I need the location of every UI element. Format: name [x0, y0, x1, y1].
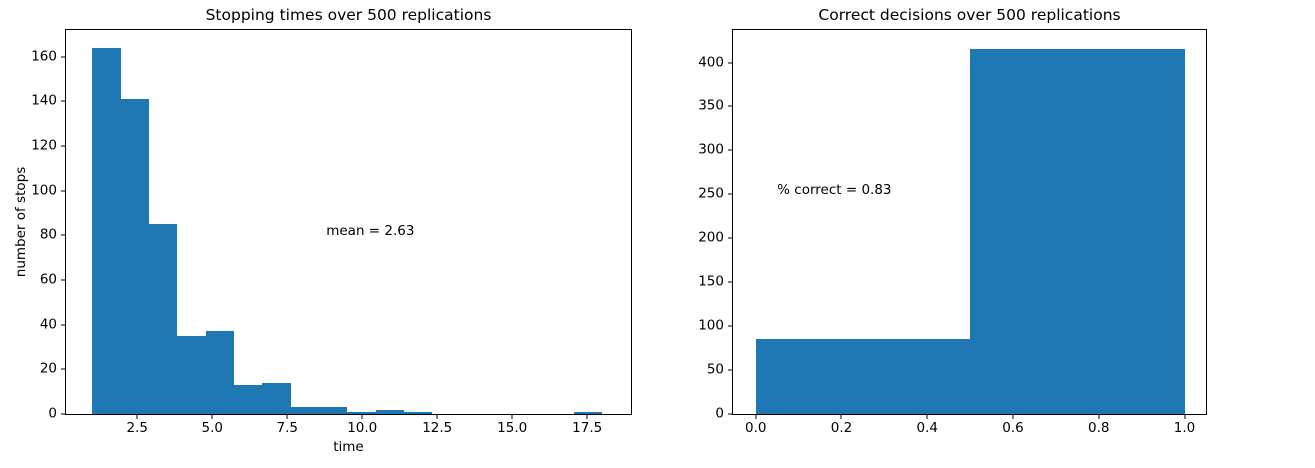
y-tick-mark [728, 325, 733, 327]
y-tick-mark [728, 413, 733, 415]
y-tick-label: 0 [715, 405, 724, 422]
y-tick-mark [61, 368, 66, 370]
y-tick-label: 0 [48, 405, 57, 422]
y-tick-mark [61, 145, 66, 147]
x-tick-mark [361, 414, 363, 419]
histogram-bar [375, 409, 404, 414]
x-tick-label: 0.6 [1002, 420, 1024, 436]
y-tick-label: 60 [39, 271, 57, 288]
histogram-bar [120, 99, 149, 414]
y-tick-mark [728, 149, 733, 151]
y-tick-mark [61, 100, 66, 102]
y-tick-mark [728, 62, 733, 63]
x-tick-mark [586, 414, 588, 419]
y-tick-label: 150 [698, 273, 724, 290]
y-tick-mark [61, 56, 66, 58]
x-tick-mark [840, 414, 842, 419]
histogram-bar [290, 407, 319, 414]
y-tick-label: 120 [31, 137, 57, 154]
y-tick-mark [728, 193, 733, 195]
y-tick-label: 40 [39, 316, 57, 333]
left-plot-title: Stopping times over 500 replications [205, 6, 492, 24]
y-tick-label: 300 [698, 141, 724, 158]
y-tick-mark [728, 105, 733, 107]
histogram-bar [92, 47, 121, 414]
y-tick-mark [728, 369, 733, 371]
histogram-bar [755, 339, 971, 414]
right-plot-title: Correct decisions over 500 replications [818, 6, 1121, 24]
x-tick-label: 12.5 [422, 420, 453, 436]
y-tick-label: 200 [698, 229, 724, 246]
left-plot-ylabel: number of stops [13, 166, 29, 278]
y-tick-mark [61, 324, 66, 326]
x-tick-mark [436, 414, 438, 419]
x-tick-mark [1098, 414, 1100, 419]
x-tick-label: 0.4 [916, 420, 938, 436]
histogram-bar [347, 411, 376, 414]
y-tick-mark [61, 234, 66, 236]
x-tick-mark [211, 414, 213, 419]
x-tick-label: 0.0 [744, 420, 767, 436]
y-tick-label: 20 [39, 360, 57, 377]
right-plot-area: 0.0 0.2 0.4 0.6 0.8 1.0 0 50 100 150 200 250 300 350 4… [698, 29, 1207, 436]
histogram-bar [205, 331, 234, 414]
y-tick-label: 350 [698, 97, 724, 114]
histogram-bar [262, 382, 291, 414]
y-tick-label: 100 [698, 317, 724, 334]
y-tick-mark [61, 190, 66, 192]
x-tick-mark [1012, 414, 1014, 419]
y-tick-mark [728, 237, 733, 239]
x-tick-label: 15.0 [497, 420, 528, 436]
x-tick-label: 10.0 [347, 420, 378, 436]
histogram-bar [403, 411, 433, 414]
y-tick-mark [728, 281, 733, 283]
x-tick-mark [511, 414, 513, 419]
histogram-bar [970, 49, 1185, 414]
y-tick-label: 80 [39, 226, 57, 243]
x-tick-mark [755, 414, 757, 419]
histogram-bar [233, 384, 263, 414]
x-tick-mark [136, 414, 138, 419]
y-tick-label: 400 [698, 54, 724, 70]
histogram-bar [573, 411, 603, 414]
histogram-bar [177, 335, 206, 414]
x-tick-mark [1184, 414, 1186, 419]
x-tick-label: 5.0 [201, 420, 223, 436]
left-plot-xlabel: time [333, 439, 364, 455]
annotation-text: % correct = 0.83 [777, 182, 892, 199]
x-tick-mark [286, 414, 288, 419]
left-plot-area: 2.5 5.0 7.5 10.0 12.5 15.0 17.5 0 20 40 60 80 100 120… [31, 29, 632, 436]
x-tick-label: 0.2 [830, 420, 853, 436]
histogram-bar [318, 407, 348, 414]
y-tick-mark [61, 413, 66, 415]
annotation-text: mean = 2.63 [326, 223, 415, 240]
y-tick-label: 140 [31, 92, 57, 109]
y-tick-label: 50 [706, 361, 724, 378]
x-tick-label: 1.0 [1173, 420, 1196, 436]
y-tick-label: 250 [698, 185, 724, 202]
x-tick-label: 2.5 [126, 420, 148, 436]
x-tick-label: 17.5 [572, 420, 603, 436]
histogram-bar [148, 224, 178, 414]
x-tick-label: 7.5 [276, 420, 298, 436]
y-tick-label: 100 [31, 182, 57, 199]
y-tick-label: 160 [31, 48, 57, 65]
x-tick-mark [926, 414, 928, 419]
y-tick-mark [61, 279, 66, 281]
x-tick-label: 0.8 [1088, 420, 1110, 436]
